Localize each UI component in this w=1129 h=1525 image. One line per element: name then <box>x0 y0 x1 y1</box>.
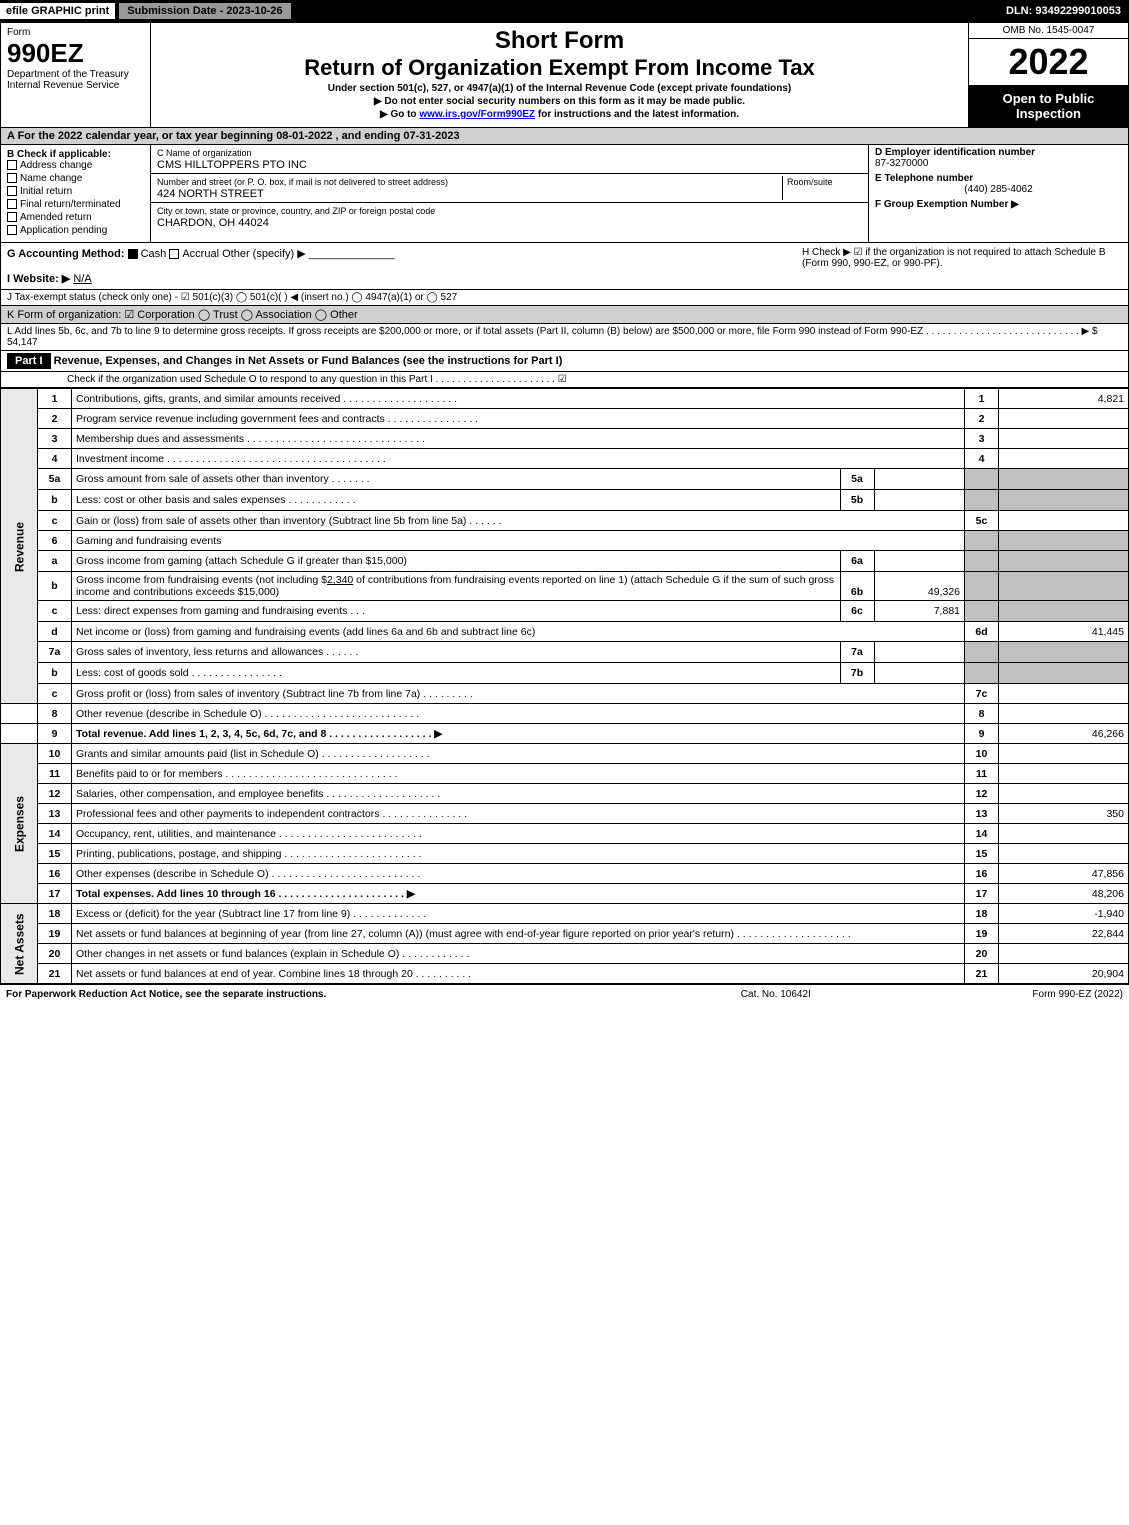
part1-tab: Part I <box>7 353 51 369</box>
form-word: Form <box>7 27 30 38</box>
open-public: Open to Public Inspection <box>969 85 1128 127</box>
i-val: N/A <box>73 273 91 285</box>
b-title: B Check if applicable: <box>7 149 111 160</box>
note-ssn: ▶ Do not enter social security numbers o… <box>155 96 964 107</box>
dln: DLN: 93492299010053 <box>998 3 1129 19</box>
header-left: Form 990EZ Department of the Treasury In… <box>1 23 151 127</box>
c-name-lbl: C Name of organization <box>157 148 252 158</box>
section-bc: B Check if applicable: Address change Na… <box>0 145 1129 243</box>
d-lbl: D Employer identification number <box>875 147 1035 158</box>
chk-name[interactable]: Name change <box>7 173 144 184</box>
part1-header: Part I Revenue, Expenses, and Changes in… <box>0 351 1129 372</box>
note-goto: ▶ Go to www.irs.gov/Form990EZ for instru… <box>155 109 964 120</box>
row-l: L Add lines 5b, 6c, and 7b to line 9 to … <box>0 324 1129 351</box>
dept: Department of the Treasury Internal Reve… <box>7 69 129 91</box>
short-form-title: Short Form <box>155 27 964 55</box>
part1-check: Check if the organization used Schedule … <box>0 372 1129 388</box>
row-j: J Tax-exempt status (check only one) - ☑… <box>0 290 1129 306</box>
form-number: 990EZ <box>7 38 84 68</box>
c-city-lbl: City or town, state or province, country… <box>157 206 435 216</box>
row-a: A For the 2022 calendar year, or tax yea… <box>0 128 1129 145</box>
vert-revenue: Revenue <box>1 389 38 704</box>
lines-table: Revenue 1Contributions, gifts, grants, a… <box>0 388 1129 984</box>
col-b: B Check if applicable: Address change Na… <box>1 145 151 242</box>
footer-right: Form 990-EZ (2022) <box>1032 989 1123 1000</box>
footer: For Paperwork Reduction Act Notice, see … <box>0 984 1129 1004</box>
form-header: Form 990EZ Department of the Treasury In… <box>0 22 1129 128</box>
h-check: H Check ▶ ☑ if the organization is not r… <box>802 247 1122 285</box>
c-name: CMS HILLTOPPERS PTO INC <box>157 159 307 171</box>
omb: OMB No. 1545-0047 <box>969 23 1128 39</box>
chk-final[interactable]: Final return/terminated <box>7 199 144 210</box>
c-addr-lbl: Number and street (or P. O. box, if mail… <box>157 177 448 187</box>
chk-initial[interactable]: Initial return <box>7 186 144 197</box>
col-c: C Name of organization CMS HILLTOPPERS P… <box>151 145 868 242</box>
col-d: D Employer identification number87-32700… <box>868 145 1128 242</box>
row-gh: G Accounting Method: Cash Accrual Other … <box>0 243 1129 290</box>
l-val: 54,147 <box>7 337 38 348</box>
row-k: K Form of organization: ☑ Corporation ◯ … <box>0 306 1129 324</box>
vert-netassets: Net Assets <box>1 904 38 984</box>
tax-year: 2022 <box>969 39 1128 85</box>
vert-expenses: Expenses <box>1 744 38 904</box>
i-lbl: I Website: ▶ <box>7 273 70 285</box>
top-bar: efile GRAPHIC print Submission Date - 20… <box>0 0 1129 22</box>
chk-pending[interactable]: Application pending <box>7 225 144 236</box>
e-val: (440) 285-4062 <box>875 184 1122 195</box>
c-addr: 424 NORTH STREET <box>157 188 264 200</box>
chk-address[interactable]: Address change <box>7 160 144 171</box>
e-lbl: E Telephone number <box>875 173 973 184</box>
submission-date: Submission Date - 2023-10-26 <box>119 3 290 19</box>
c-room-lbl: Room/suite <box>787 177 833 187</box>
g-accounting: G Accounting Method: Cash Accrual Other … <box>7 247 802 285</box>
chk-amended[interactable]: Amended return <box>7 212 144 223</box>
return-title: Return of Organization Exempt From Incom… <box>155 55 964 81</box>
irs-link[interactable]: www.irs.gov/Form990EZ <box>419 109 535 120</box>
c-city: CHARDON, OH 44024 <box>157 217 269 229</box>
part1-title: Revenue, Expenses, and Changes in Net As… <box>54 355 563 367</box>
d-val: 87-3270000 <box>875 158 928 169</box>
header-right: OMB No. 1545-0047 2022 Open to Public In… <box>968 23 1128 127</box>
footer-left: For Paperwork Reduction Act Notice, see … <box>6 989 519 1000</box>
footer-center: Cat. No. 10642I <box>519 989 1032 1000</box>
under-section: Under section 501(c), 527, or 4947(a)(1)… <box>155 83 964 94</box>
f-lbl: F Group Exemption Number ▶ <box>875 199 1019 210</box>
header-mid: Short Form Return of Organization Exempt… <box>151 23 968 127</box>
efile-label[interactable]: efile GRAPHIC print <box>0 3 115 19</box>
